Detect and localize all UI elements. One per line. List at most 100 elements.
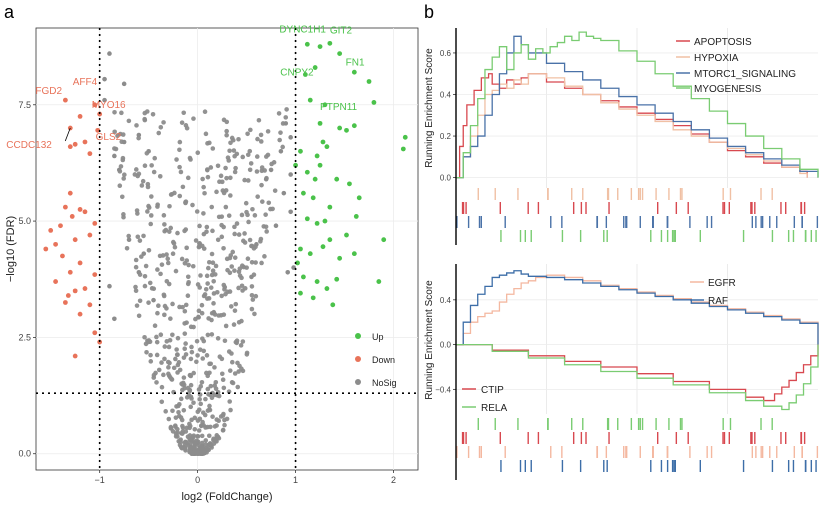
gene-label: GIT2	[330, 25, 353, 36]
nosig-point	[147, 280, 153, 286]
nosig-point	[247, 148, 253, 154]
nosig-point	[146, 148, 151, 154]
down-point	[87, 302, 93, 308]
nosig-point	[208, 383, 214, 389]
up-point	[400, 146, 406, 152]
nosig-point	[263, 176, 269, 182]
up-point	[304, 41, 310, 47]
nosig-point	[226, 158, 232, 163]
nosig-point	[249, 260, 255, 265]
volcano-y-ticks: 0.0 2.5 5.0 7.5	[18, 100, 36, 459]
nosig-point	[153, 370, 158, 376]
nosig-point	[201, 448, 206, 454]
nosig-point	[126, 118, 132, 124]
nosig-point	[218, 173, 224, 179]
nosig-point	[205, 281, 210, 286]
nosig-point	[168, 424, 174, 430]
down-point	[67, 190, 73, 196]
nosig-point	[246, 219, 251, 225]
down-point	[82, 286, 88, 291]
nosig-point	[206, 433, 212, 439]
nosig-point	[126, 233, 132, 239]
nosig-point	[245, 131, 250, 137]
nosig-point	[146, 248, 152, 253]
nosig-point	[277, 137, 282, 143]
nosig-point	[216, 435, 222, 441]
nosig-point	[201, 211, 206, 216]
legend-down-swatch	[355, 356, 361, 362]
up-point	[314, 221, 320, 226]
gsea-top-plot: 0.0 0.2 0.4 0.6 Running Enrichment Score AP…	[424, 28, 819, 245]
nosig-point	[227, 399, 232, 404]
nosig-point	[136, 171, 142, 177]
nosig-point	[235, 360, 240, 366]
up-point	[337, 51, 343, 56]
nosig-point	[201, 348, 207, 354]
nosig-point	[170, 251, 176, 257]
nosig-point	[195, 418, 201, 423]
nosig-point	[183, 199, 188, 205]
nosig-point	[240, 339, 246, 344]
nosig-point	[227, 255, 233, 261]
nosig-point	[180, 387, 185, 393]
enrichment-line-rela	[456, 343, 819, 411]
enrichment-line-raf	[456, 270, 819, 346]
volcano-x-axis-label: log2 (FoldChange)	[181, 491, 272, 503]
nosig-point	[230, 249, 236, 255]
nosig-point	[184, 245, 189, 251]
up-point	[314, 153, 320, 159]
volcano-plot-area	[35, 27, 419, 471]
nosig-point	[142, 163, 148, 168]
up-point	[353, 214, 359, 219]
y-tick-label: 0.6	[440, 49, 452, 58]
nosig-point	[211, 301, 216, 306]
nosig-point	[228, 304, 234, 309]
gene-label: FGD2	[35, 86, 62, 97]
nosig-point	[155, 204, 160, 209]
nosig-point	[207, 403, 212, 409]
legend-rela-label: RELA	[481, 403, 507, 414]
gene-label: MYO16	[92, 100, 126, 111]
nosig-point	[164, 306, 169, 311]
gsea-bottom-rug	[456, 418, 819, 472]
nosig-point	[167, 229, 172, 234]
nosig-point	[167, 360, 172, 366]
gsea-bottom-plot: −0.4 0.0 0.4 Running Enrichment Score EGFR…	[424, 264, 819, 480]
nosig-point	[176, 360, 182, 365]
nosig-point	[155, 267, 160, 272]
up-point	[307, 97, 313, 103]
nosig-point	[151, 286, 157, 292]
nosig-point	[192, 415, 198, 421]
legend-mtorc1-label: MTORC1_SIGNALING	[694, 69, 796, 80]
nosig-point	[219, 179, 225, 185]
nosig-point	[154, 352, 160, 358]
nosig-point	[232, 268, 237, 273]
nosig-point	[249, 306, 255, 312]
nosig-point	[236, 269, 242, 274]
nosig-point	[159, 384, 165, 390]
up-point	[301, 274, 306, 280]
nosig-point	[121, 176, 126, 181]
nosig-point	[178, 437, 183, 442]
gene-label: DYNC1H1	[279, 24, 326, 35]
nosig-point	[221, 190, 227, 196]
up-point	[337, 255, 343, 261]
nosig-point	[137, 298, 143, 304]
nosig-point	[196, 308, 202, 314]
nosig-point	[197, 396, 202, 402]
nosig-point	[113, 146, 119, 152]
nosig-point	[220, 428, 226, 433]
down-point	[62, 300, 68, 305]
down-point	[53, 279, 58, 284]
nosig-point	[220, 377, 226, 382]
nosig-point	[180, 431, 185, 436]
nosig-point	[240, 368, 246, 374]
nosig-point	[162, 312, 167, 318]
nosig-point	[228, 175, 233, 181]
nosig-point	[177, 147, 182, 153]
nosig-point	[200, 336, 205, 341]
nosig-point	[254, 242, 259, 247]
nosig-point	[179, 417, 185, 423]
nosig-point	[258, 132, 264, 138]
y-tick-label: 0.0	[18, 449, 31, 459]
